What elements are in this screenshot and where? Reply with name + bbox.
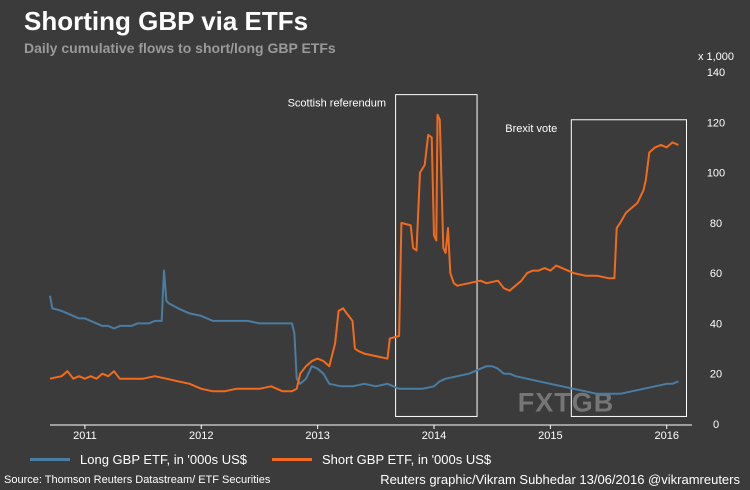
annotation-label: Scottish referendum bbox=[288, 98, 386, 110]
watermark-layer: FXTGB bbox=[518, 387, 615, 417]
axes-layer: 2011 2012 2013 2014 2015 2016 0 20 40 60 80 100 120 1… bbox=[50, 51, 734, 442]
y-tick-label: 80 bbox=[710, 218, 722, 230]
x-tick-label: 2016 bbox=[654, 430, 678, 442]
x-tick-label: 2015 bbox=[538, 430, 562, 442]
annotation-box bbox=[395, 94, 478, 417]
legend-item-long: Long GBP ETF, in '000s US$ bbox=[30, 452, 247, 467]
source-note: Source: Thomson Reuters Datastream/ ETF … bbox=[4, 474, 271, 486]
y-tick-label: 120 bbox=[707, 117, 725, 129]
x-tick-label: 2013 bbox=[305, 430, 329, 442]
x-tick-label: 2011 bbox=[73, 430, 97, 442]
x-tick-label: 2014 bbox=[422, 430, 446, 442]
chart-title: Shorting GBP via ETFs bbox=[24, 6, 309, 36]
legend: Long GBP ETF, in '000s US$ Short GBP ETF… bbox=[0, 452, 750, 472]
y-tick-label: 20 bbox=[710, 369, 722, 381]
legend-swatch-long bbox=[30, 458, 70, 461]
y-tick-label: 100 bbox=[707, 168, 725, 180]
legend-label-long: Long GBP ETF, in '000s US$ bbox=[80, 452, 248, 467]
y-tick-label: 0 bbox=[713, 419, 719, 431]
watermark-text: FXTGB bbox=[518, 387, 615, 417]
legend-swatch-short bbox=[272, 458, 312, 461]
annotation-label: Brexit vote bbox=[505, 123, 557, 135]
legend-label-short: Short GBP ETF, in '000s US$ bbox=[322, 452, 492, 467]
series-layer bbox=[49, 113, 679, 395]
y-unit-label: x 1,000 bbox=[698, 51, 734, 63]
credit-note: Reuters graphic/Vikram Subhedar 13/06/20… bbox=[380, 472, 740, 487]
annotation-layer: Scottish referendum Brexit vote bbox=[288, 94, 688, 417]
chart-subtitle: Daily cumulative flows to short/long GBP… bbox=[24, 40, 336, 56]
annotation-box bbox=[570, 119, 688, 417]
series-line bbox=[49, 113, 679, 393]
y-tick-label: 60 bbox=[710, 268, 722, 280]
y-tick-label: 140 bbox=[707, 67, 725, 79]
series-line bbox=[49, 269, 679, 395]
y-tick-label: 40 bbox=[710, 318, 722, 330]
legend-item-short: Short GBP ETF, in '000s US$ bbox=[272, 452, 491, 467]
x-tick-label: 2012 bbox=[189, 430, 213, 442]
